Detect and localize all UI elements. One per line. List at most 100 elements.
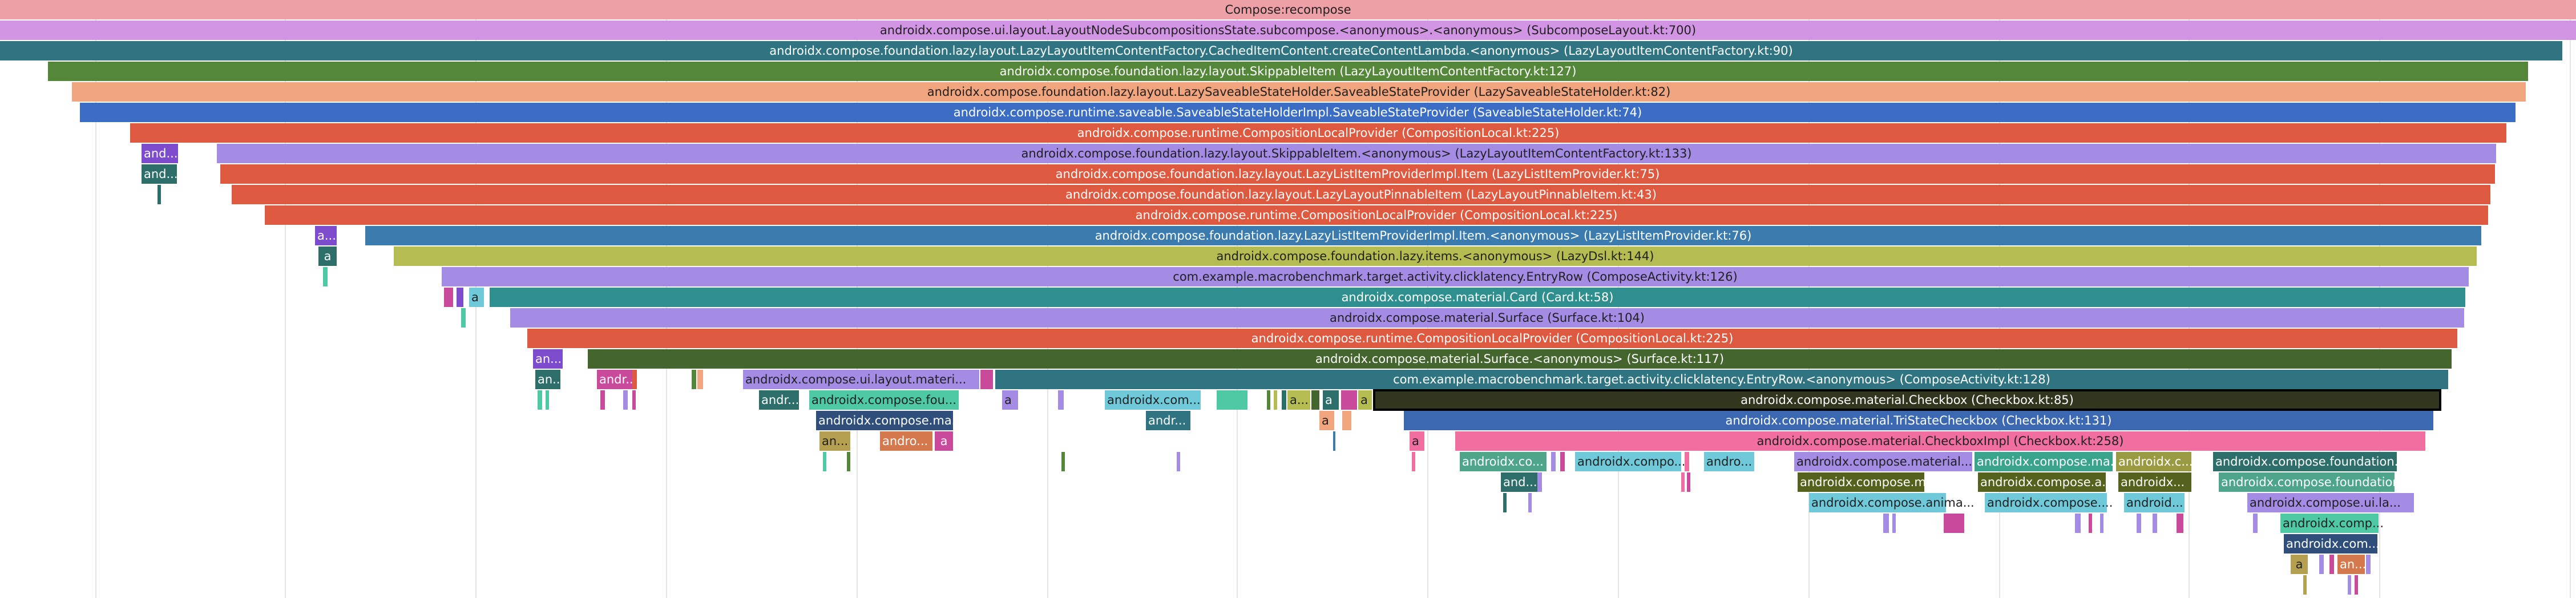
frame-bar[interactable] [142, 144, 178, 163]
frame-bar[interactable] [1323, 390, 1339, 410]
frame-bar[interactable] [880, 431, 932, 451]
frame-47[interactable] [1058, 390, 1064, 410]
frame-83[interactable]: androidx.c... [2116, 452, 2193, 471]
frame-102[interactable] [2075, 514, 2081, 533]
frame-50[interactable] [1267, 390, 1270, 410]
frame-43[interactable] [632, 390, 636, 410]
frame-bar[interactable] [510, 308, 2464, 328]
frame-bar[interactable] [461, 308, 466, 328]
frame-20[interactable] [323, 267, 328, 286]
frame-117[interactable] [2348, 575, 2351, 595]
frame-31[interactable]: an... [535, 370, 564, 389]
frame-bar[interactable] [597, 370, 632, 389]
frame-bar[interactable] [2284, 534, 2377, 553]
frame-bar[interactable] [1681, 472, 1685, 492]
frame-41[interactable] [600, 390, 605, 410]
frame-94[interactable] [1528, 493, 1532, 512]
frame-bar[interactable] [623, 390, 628, 410]
frame-105[interactable] [2137, 514, 2141, 533]
frame-108[interactable] [2253, 514, 2258, 533]
frame-bar[interactable] [1704, 452, 1754, 471]
frame-bar[interactable] [142, 164, 177, 184]
frame-68[interactable]: a [1410, 431, 1424, 451]
frame-bar[interactable] [533, 349, 563, 369]
frame-118[interactable] [2355, 575, 2358, 595]
frame-bar[interactable] [2213, 452, 2397, 471]
frame-8[interactable]: androidx.compose.foundation.lazy.layout.… [217, 144, 2496, 163]
frame-bar[interactable] [1342, 411, 1351, 430]
frame-bar[interactable] [1560, 452, 1565, 471]
frame-17[interactable]: androidx.compose.foundation.lazy.LazyLis… [365, 226, 2481, 245]
frame-28[interactable]: androidx.compose.runtime.CompositionLoca… [527, 329, 2457, 348]
frame-111[interactable]: a [2291, 555, 2308, 574]
frame-bar[interactable] [1404, 411, 2433, 430]
frame-11[interactable] [158, 185, 161, 204]
frame-bar[interactable] [158, 185, 161, 204]
frame-bar[interactable] [265, 205, 2488, 225]
frame-48[interactable]: androidx.com... [1105, 390, 1201, 410]
frame-bar[interactable] [457, 288, 463, 307]
frame-40[interactable] [546, 390, 549, 410]
frame-bar[interactable] [1287, 390, 1310, 410]
frame-38[interactable]: com.example.macrobenchmark.target.activi… [995, 370, 2448, 389]
frame-15[interactable]: androidx.compose.runtime.CompositionLoca… [265, 205, 2488, 225]
frame-bar[interactable] [697, 370, 703, 389]
frame-21[interactable]: com.example.macrobenchmark.target.activi… [442, 267, 2469, 286]
frame-63[interactable]: androidx.compose.material.TriStateCheckb… [1404, 411, 2433, 430]
frame-37[interactable] [980, 370, 993, 389]
frame-69[interactable]: androidx.compose.material.CheckboxImpl (… [1455, 431, 2425, 451]
frame-61[interactable]: a [1319, 411, 1334, 430]
frame-bar[interactable] [1551, 452, 1556, 471]
frame-bar[interactable] [995, 370, 2448, 389]
frame-86[interactable] [1537, 472, 1542, 492]
frame-106[interactable] [2153, 514, 2157, 533]
frame-bar[interactable] [1537, 472, 1542, 492]
frame-1[interactable]: androidx.compose.ui.layout.LayoutNodeSub… [0, 21, 2576, 40]
frame-bar[interactable] [1528, 493, 1532, 512]
frame-bar[interactable] [2124, 493, 2185, 512]
frame-bar[interactable] [2291, 555, 2308, 574]
frame-bar[interactable] [527, 329, 2457, 348]
frame-56[interactable] [1341, 390, 1357, 410]
frame-bar[interactable] [2355, 575, 2358, 595]
frame-66[interactable]: a [935, 431, 953, 451]
frame-bar[interactable] [823, 452, 826, 471]
frame-95[interactable]: androidx.compose.anima... [1809, 493, 1975, 512]
frame-64[interactable]: an... [819, 431, 850, 451]
frame-bar[interactable] [1978, 472, 2106, 492]
frame-3[interactable]: androidx.compose.foundation.lazy.layout.… [48, 62, 2528, 81]
frame-bar[interactable] [1319, 411, 1334, 430]
frame-bar[interactable] [2329, 555, 2334, 574]
frame-bar[interactable] [847, 452, 850, 471]
frame-bar[interactable] [2348, 575, 2351, 595]
frame-9[interactable]: and... [142, 164, 178, 184]
frame-bar[interactable] [2337, 555, 2365, 574]
frame-51[interactable] [1274, 390, 1277, 410]
frame-bar[interactable] [2366, 555, 2371, 574]
frame-bar[interactable] [1460, 452, 1547, 471]
frame-bar[interactable] [2280, 514, 2379, 533]
frame-0[interactable]: Compose:recompose [0, 0, 2576, 19]
frame-109[interactable]: androidx.comp... [2280, 514, 2384, 533]
frame-76[interactable] [1551, 452, 1556, 471]
frame-bar[interactable] [394, 247, 2477, 266]
frame-bar[interactable] [1975, 452, 2113, 471]
frame-bar[interactable] [1274, 390, 1277, 410]
frame-bar[interactable] [759, 390, 799, 410]
frame-71[interactable] [847, 452, 850, 471]
frame-45[interactable]: androidx.compose.fou... [809, 390, 959, 410]
frame-bar[interactable] [1798, 472, 1924, 492]
frame-bar[interactable] [1373, 389, 2441, 411]
frame-bar[interactable] [2100, 514, 2103, 533]
frame-84[interactable]: androidx.compose.foundation.C... [2213, 452, 2418, 471]
frame-16[interactable]: a... [315, 226, 337, 245]
frame-90[interactable]: androidx.compose.a... [1978, 472, 2113, 492]
frame-bar[interactable] [1794, 452, 1972, 471]
frame-35[interactable] [697, 370, 703, 389]
frame-59[interactable]: androidx.compose.ma... [816, 411, 963, 430]
frame-67[interactable] [1333, 431, 1335, 451]
frame-112[interactable] [2319, 555, 2324, 574]
frame-bar[interactable] [2089, 514, 2092, 533]
frame-92[interactable]: androidx.compose.foundation.... [2219, 472, 2415, 492]
frame-60[interactable]: andr... [1146, 411, 1190, 430]
